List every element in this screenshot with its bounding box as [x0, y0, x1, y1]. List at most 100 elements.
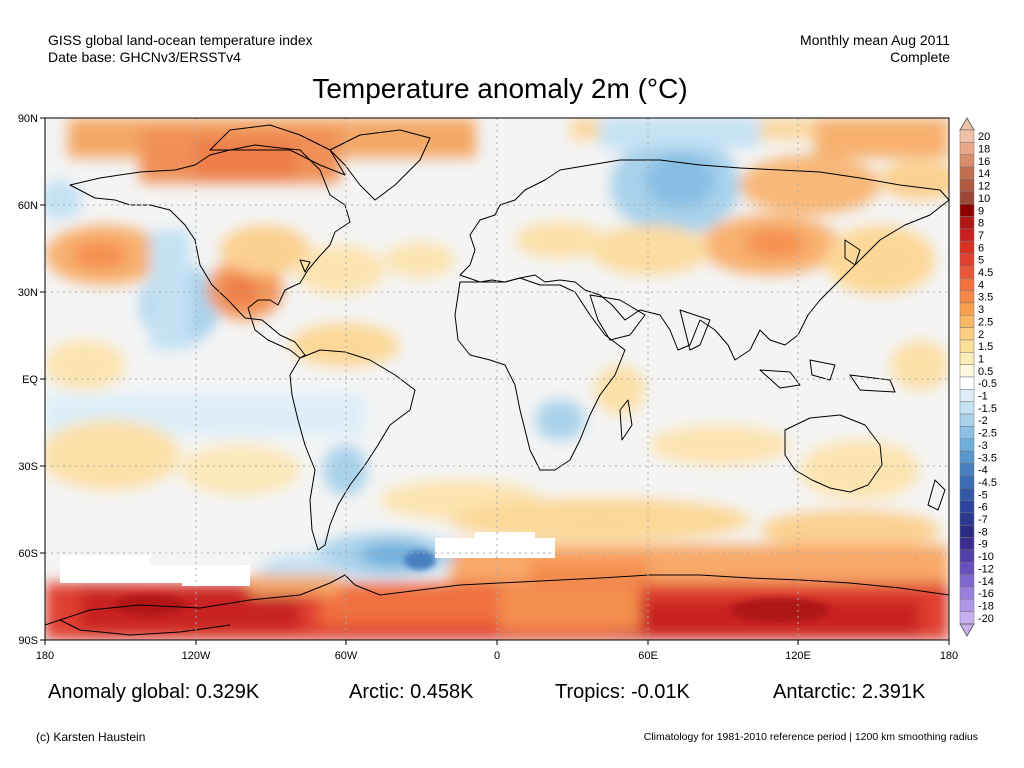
legend-swatch [959, 487, 975, 501]
legend-swatch [959, 327, 975, 341]
legend-swatch [959, 277, 975, 291]
legend-label: 18 [978, 144, 990, 156]
legend-label: -4.5 [978, 477, 997, 489]
legend-swatch [959, 265, 975, 279]
source-line-2: Date base: GHCNv3/ERSSTv4 [48, 49, 241, 65]
legend-label: -5 [978, 489, 988, 501]
legend-swatch [959, 154, 975, 168]
legend-label: -10 [978, 551, 994, 563]
legend-swatch [959, 574, 975, 588]
legend-swatch [959, 586, 975, 600]
legend-swatch [959, 426, 975, 439]
lat-label: 90N [18, 113, 38, 125]
legend-swatch [959, 166, 975, 180]
legend-arrow-max [959, 117, 975, 131]
legend-swatch [959, 599, 975, 612]
legend-label: -4 [978, 465, 988, 477]
map-title: Temperature anomaly 2m (°C) [312, 73, 688, 104]
legend-label: 14 [978, 168, 990, 180]
legend-swatch [959, 290, 975, 304]
legend-label: 7 [978, 230, 984, 242]
lat-label: 60S [18, 548, 38, 560]
legend-label: 4.5 [978, 267, 993, 279]
credit: (c) Karsten Haustein [36, 730, 146, 744]
legend-swatch [959, 364, 975, 378]
legend-label: 8 [978, 218, 984, 230]
legend-label: 5 [978, 255, 984, 267]
legend-swatch [959, 549, 975, 563]
lat-labels: 90N 60N 30N EQ 30S 60S 90S [18, 113, 39, 647]
legend-label: 12 [978, 181, 990, 193]
lon-label: 180 [36, 650, 54, 662]
anomaly-map: 90N 60N 30N EQ 30S 60S 90S 180 120W 60W … [18, 113, 997, 662]
legend-label: -6 [978, 502, 988, 514]
lon-label: 180 [940, 650, 958, 662]
legend-swatch [959, 524, 975, 538]
lon-label: 60W [335, 650, 358, 662]
legend-label: 1 [978, 353, 984, 365]
legend-swatch [959, 203, 975, 217]
legend-swatch [959, 129, 975, 143]
legend-label: -14 [978, 576, 994, 588]
legend-swatch [959, 339, 975, 353]
legend-label: 2 [978, 329, 984, 341]
legend-swatch [959, 512, 975, 526]
lat-label: 30N [18, 287, 38, 299]
legend-swatch [959, 253, 975, 267]
legend-swatch [959, 450, 975, 464]
legend-swatch [959, 611, 975, 625]
legend-label: -8 [978, 526, 988, 538]
legend-label: -0.5 [978, 378, 997, 390]
climatology-note: Climatology for 1981-2010 reference peri… [643, 731, 978, 743]
legend-label: -18 [978, 600, 994, 612]
legend-label: -1.5 [978, 403, 997, 415]
color-legend: 201816141210987654.543.532.521.510.5-0.5… [959, 117, 997, 637]
legend-swatch [959, 475, 975, 489]
legend-swatch [959, 463, 975, 477]
lat-label: 30S [18, 461, 38, 473]
legend-swatch [959, 413, 975, 427]
lon-labels: 180 120W 60W 0 60E 120E 180 [36, 650, 958, 662]
legend-label: 0.5 [978, 366, 993, 378]
legend-swatch [959, 315, 975, 328]
legend-label: 20 [978, 131, 990, 143]
legend-swatch [959, 401, 975, 415]
lat-label: 90S [18, 635, 38, 647]
legend-swatch [959, 302, 975, 316]
legend-label: 3.5 [978, 292, 993, 304]
lon-label: 60E [638, 650, 658, 662]
source-line-1: GISS global land-ocean temperature index [48, 32, 313, 48]
legend-swatch [959, 142, 975, 155]
legend-label: -3.5 [978, 452, 997, 464]
legend-label: -9 [978, 539, 988, 551]
period-line-1: Monthly mean Aug 2011 [800, 32, 950, 48]
legend-swatch [959, 389, 975, 402]
legend-label: -3 [978, 440, 988, 452]
stat-global: Anomaly global: 0.329K [48, 681, 260, 703]
legend-swatch [959, 438, 975, 452]
legend-label: -7 [978, 514, 988, 526]
coastlines [45, 124, 949, 636]
graticule [45, 118, 949, 640]
legend-label: 6 [978, 242, 984, 254]
legend-label: 9 [978, 205, 984, 217]
legend-swatch [959, 228, 975, 242]
legend-label: 4 [978, 279, 984, 291]
legend-swatch [959, 562, 975, 575]
legend-label: 16 [978, 156, 990, 168]
anomaly-field [45, 118, 949, 640]
legend-label: 1.5 [978, 341, 993, 353]
source-info: GISS global land-ocean temperature index… [48, 32, 313, 66]
legend-swatch [959, 240, 975, 254]
lon-label: 120E [785, 650, 811, 662]
ticks [40, 117, 950, 645]
lat-label: EQ [22, 374, 38, 386]
lon-label: 0 [494, 650, 500, 662]
legend-arrow-min [959, 623, 975, 637]
legend-swatch [959, 352, 975, 365]
legend-label: -2 [978, 415, 988, 427]
stat-tropics: Tropics: -0.01K [555, 681, 690, 703]
stat-antarctic: Antarctic: 2.391K [773, 681, 926, 703]
legend-label: 3 [978, 304, 984, 316]
legend-swatch [959, 500, 975, 514]
